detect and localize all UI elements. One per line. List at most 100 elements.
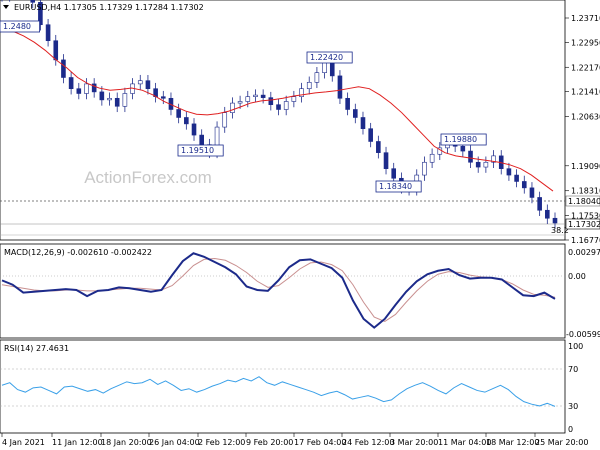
candle-body bbox=[245, 96, 251, 102]
candle-body bbox=[268, 97, 274, 105]
candle-body bbox=[506, 168, 512, 176]
candle-body bbox=[391, 168, 397, 179]
date-tick-label: 18 Mar 12:00 bbox=[486, 438, 539, 447]
rsi-tick-100: 100 bbox=[568, 342, 583, 351]
candle-body bbox=[176, 109, 181, 118]
candle-body bbox=[383, 152, 389, 169]
candle-body bbox=[552, 217, 558, 224]
price-axis[interactable]: 1.23710 1.22950 1.22170 1.21410 1.20630 1.190… bbox=[565, 14, 600, 245]
price-annotation[interactable]: 1.19510 bbox=[177, 144, 224, 157]
price-annotation[interactable]: 1.2480 bbox=[0, 20, 40, 33]
candle-body bbox=[276, 104, 281, 110]
macd-label: MACD(12,26,9) -0.002610 -0.002422 bbox=[4, 248, 152, 257]
price-annotation-label: 1.22420 bbox=[310, 53, 343, 62]
price-annotation[interactable]: 1.22420 bbox=[306, 51, 353, 64]
candle-body bbox=[299, 88, 304, 97]
date-tick-label: 3 Mar 20:00 bbox=[390, 438, 438, 447]
header-dropdown-icon[interactable] bbox=[3, 5, 9, 9]
macd-signal-line bbox=[1, 258, 556, 323]
macd-line bbox=[1, 252, 556, 329]
candle-body bbox=[353, 109, 358, 118]
candle-body bbox=[84, 83, 89, 94]
candle-body bbox=[545, 209, 550, 219]
candle-body bbox=[199, 134, 204, 145]
candle-body bbox=[514, 174, 519, 182]
macd-panel[interactable]: MACD(12,26,9) -0.002610 -0.002422 0.0029… bbox=[0, 243, 600, 339]
price-annotation-label: 1.19510 bbox=[181, 146, 214, 155]
candle-body bbox=[107, 97, 112, 101]
candle-body bbox=[345, 97, 350, 110]
candle-body bbox=[429, 153, 435, 163]
price-annotation[interactable]: 1.19880 bbox=[440, 133, 487, 146]
candle-body bbox=[491, 155, 496, 163]
candle-body bbox=[99, 91, 105, 101]
dotted-level-value: 1.18040 bbox=[568, 197, 600, 206]
rsi-line bbox=[1, 376, 556, 407]
candle-body bbox=[460, 145, 466, 152]
price-annotation-label: 1.19880 bbox=[444, 135, 477, 144]
rsi-panel[interactable]: RSI(14) 27.4631 100 70 30 0 bbox=[0, 339, 583, 434]
rsi-tick-70: 70 bbox=[568, 365, 578, 374]
price-annotation-label: 1.2480 bbox=[3, 22, 31, 31]
dotted-level-tag bbox=[565, 195, 600, 207]
candle-body bbox=[283, 101, 289, 110]
candle-body bbox=[475, 161, 481, 168]
candle-body bbox=[30, 0, 36, 3]
date-tick-label: 2 Feb 12:00 bbox=[198, 438, 245, 447]
candle-body bbox=[137, 80, 143, 85]
macd-tick-top: 0.002973 bbox=[568, 248, 600, 257]
candle-body bbox=[145, 80, 151, 89]
fib-label: 38.2 bbox=[551, 226, 569, 235]
candle-body bbox=[260, 94, 266, 98]
candle-body bbox=[68, 77, 74, 89]
candle-body bbox=[521, 181, 527, 189]
date-tick-label: 11 Jan 12:00 bbox=[52, 438, 103, 447]
candle-body bbox=[537, 197, 542, 211]
candle-body bbox=[61, 59, 66, 78]
candle-body bbox=[237, 101, 243, 104]
candle-body bbox=[91, 83, 97, 93]
candle-body bbox=[376, 141, 381, 153]
date-tick-label: 26 Jan 04:00 bbox=[149, 438, 200, 447]
current-price-tag bbox=[565, 218, 600, 230]
price-tick-label: 1.19090 bbox=[571, 162, 600, 171]
date-tick-label: 11 Mar 04:00 bbox=[438, 438, 491, 447]
candle-body bbox=[468, 150, 473, 163]
candle-body bbox=[184, 117, 189, 125]
candle-body bbox=[38, 2, 43, 26]
macd-tick-bottom: -0.005996 bbox=[566, 330, 600, 339]
candle-body bbox=[253, 94, 258, 97]
date-tick-label: 9 Feb 20:00 bbox=[246, 438, 293, 447]
main-chart-panel[interactable]: ActionForex.com 1.2480 1.22420 1.19510 1.18… bbox=[0, 0, 569, 241]
symbol-header: EURUSD,H4 1.17305 1.17329 1.17284 1.1730… bbox=[14, 3, 204, 12]
candle-body bbox=[114, 97, 120, 107]
rsi-tick-30: 30 bbox=[568, 402, 578, 411]
price-tick-label: 1.17530 bbox=[571, 212, 600, 221]
price-tick-label: 1.18310 bbox=[571, 187, 600, 196]
candle-body bbox=[53, 40, 59, 61]
rsi-tick-0: 0 bbox=[568, 425, 573, 434]
candle-body bbox=[360, 117, 366, 129]
macd-tick-zero: 0.00 bbox=[568, 272, 586, 281]
date-tick-label: 4 Jan 2021 bbox=[2, 438, 45, 447]
moving-average-line bbox=[1, 27, 554, 192]
price-annotation[interactable]: 1.18340 bbox=[375, 180, 422, 193]
date-tick-label: 25 Mar 20:00 bbox=[535, 438, 588, 447]
candle-body bbox=[529, 187, 535, 198]
candle-body bbox=[337, 75, 343, 99]
candle-body bbox=[76, 88, 82, 94]
candle-body bbox=[122, 93, 128, 107]
date-tick-label: 18 Jan 20:00 bbox=[101, 438, 152, 447]
candle-body bbox=[222, 112, 228, 128]
candle-body bbox=[191, 123, 197, 136]
rsi-label: RSI(14) 27.4631 bbox=[4, 344, 69, 353]
candle-body bbox=[306, 81, 312, 89]
candle-body bbox=[314, 72, 320, 83]
candle-body bbox=[291, 96, 297, 102]
price-tick-label: 1.16770 bbox=[571, 236, 600, 245]
candle-body bbox=[230, 102, 235, 113]
current-price-value: 1.17302 bbox=[568, 220, 600, 229]
price-tick-label: 1.20630 bbox=[571, 113, 600, 122]
